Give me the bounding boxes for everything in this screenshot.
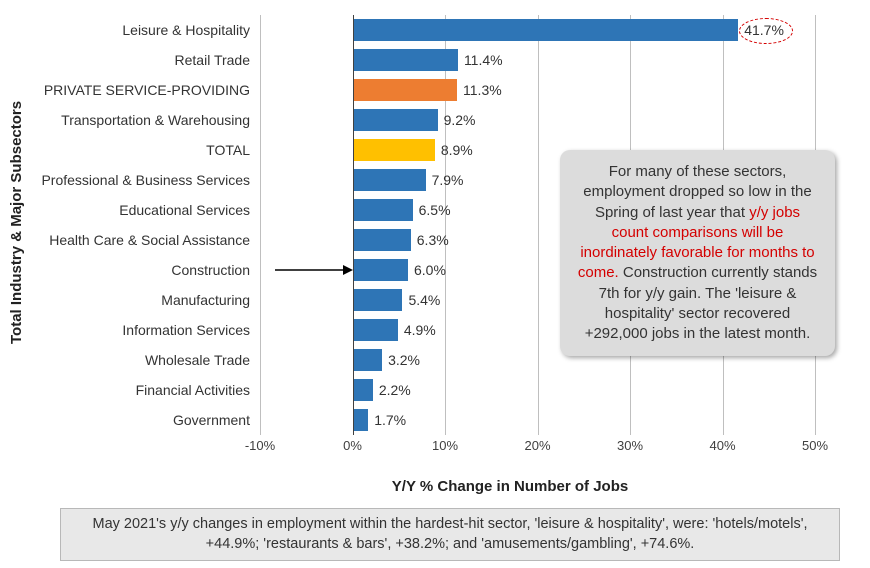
category-label: Information Services bbox=[25, 322, 250, 338]
x-axis-title: Y/Y % Change in Number of Jobs bbox=[0, 478, 870, 495]
value-label: 6.5% bbox=[419, 202, 451, 218]
category-label: Leisure & Hospitality bbox=[25, 22, 250, 38]
category-label: Health Care & Social Assistance bbox=[25, 232, 250, 248]
bar bbox=[353, 409, 369, 431]
x-tick-label: 30% bbox=[617, 438, 643, 453]
value-label: 11.3% bbox=[463, 82, 502, 98]
bar-row: PRIVATE SERVICE-PROVIDING11.3% bbox=[260, 75, 815, 105]
x-tick-label: 20% bbox=[524, 438, 550, 453]
x-axis-ticks: -10%0%10%20%30%40%50% bbox=[260, 438, 815, 458]
value-label: 3.2% bbox=[388, 352, 420, 368]
bar bbox=[353, 109, 438, 131]
bar bbox=[353, 379, 373, 401]
bar-row: Transportation & Warehousing9.2% bbox=[260, 105, 815, 135]
category-label: Manufacturing bbox=[25, 292, 250, 308]
value-label: 9.2% bbox=[444, 112, 476, 128]
category-label: Educational Services bbox=[25, 202, 250, 218]
zero-axis-line bbox=[353, 15, 354, 435]
x-tick-label: 40% bbox=[709, 438, 735, 453]
bar-row: Leisure & Hospitality41.7% bbox=[260, 15, 815, 45]
value-label: 6.3% bbox=[417, 232, 449, 248]
bar bbox=[353, 49, 458, 71]
category-label: TOTAL bbox=[25, 142, 250, 158]
category-label: Transportation & Warehousing bbox=[25, 112, 250, 128]
category-label: Financial Activities bbox=[25, 382, 250, 398]
value-label: 5.4% bbox=[408, 292, 440, 308]
value-label: 11.4% bbox=[464, 52, 503, 68]
annotation-callout: For many of these sectors, employment dr… bbox=[560, 150, 835, 356]
footer-note: May 2021's y/y changes in employment wit… bbox=[60, 508, 840, 561]
value-label: 7.9% bbox=[432, 172, 464, 188]
bar bbox=[353, 139, 435, 161]
value-label: 1.7% bbox=[374, 412, 406, 428]
bar bbox=[353, 199, 413, 221]
value-label: 2.2% bbox=[379, 382, 411, 398]
bar bbox=[353, 169, 426, 191]
bar bbox=[353, 259, 409, 281]
annotation-text-post: Construction currently stands 7th for y/… bbox=[585, 264, 817, 342]
bar-row: Financial Activities2.2% bbox=[260, 375, 815, 405]
category-label: Construction bbox=[25, 262, 250, 278]
x-tick-label: 10% bbox=[432, 438, 458, 453]
category-label: PRIVATE SERVICE-PROVIDING bbox=[25, 82, 250, 98]
arrow-icon bbox=[273, 255, 353, 285]
category-label: Wholesale Trade bbox=[25, 352, 250, 368]
bar bbox=[353, 79, 458, 101]
category-label: Retail Trade bbox=[25, 52, 250, 68]
value-label: 41.7% bbox=[744, 22, 784, 38]
value-label: 8.9% bbox=[441, 142, 473, 158]
bar bbox=[353, 319, 398, 341]
bar bbox=[353, 289, 403, 311]
bar-row: Government1.7% bbox=[260, 405, 815, 435]
x-tick-label: 0% bbox=[343, 438, 362, 453]
value-label: 6.0% bbox=[414, 262, 446, 278]
x-tick-label: 50% bbox=[802, 438, 828, 453]
bar bbox=[353, 229, 411, 251]
chart-container: Total Industry & Major Subsectors -10% 0%… bbox=[0, 0, 870, 568]
x-tick-label: -10% bbox=[245, 438, 275, 453]
bar bbox=[353, 349, 383, 371]
category-label: Government bbox=[25, 412, 250, 428]
category-label: Professional & Business Services bbox=[25, 172, 250, 188]
value-label: 4.9% bbox=[404, 322, 436, 338]
bar bbox=[353, 19, 739, 41]
bar-row: Retail Trade11.4% bbox=[260, 45, 815, 75]
y-axis-title: Total Industry & Major Subsectors bbox=[8, 101, 25, 344]
